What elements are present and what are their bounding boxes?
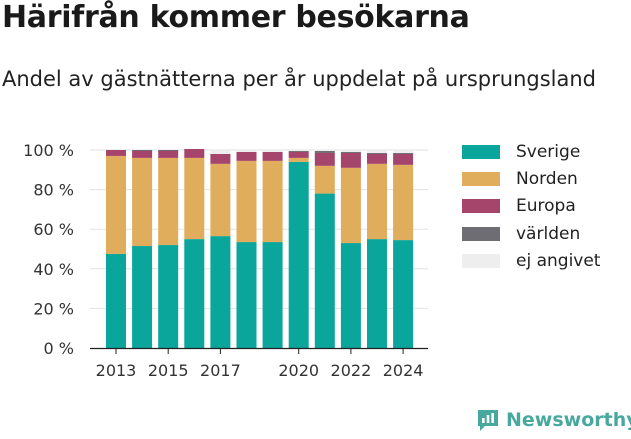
bar-segment bbox=[106, 155, 126, 254]
bar-segment bbox=[132, 150, 153, 158]
bar-segment bbox=[158, 157, 179, 246]
x-tick-label: 2022 bbox=[331, 361, 372, 380]
brand-name: Newsworthy bbox=[506, 409, 631, 431]
legend: Sverige Norden Europa världen ej angivet bbox=[462, 138, 600, 275]
bar-segment bbox=[393, 152, 414, 154]
legend-item: Europa bbox=[462, 193, 600, 220]
legend-swatch bbox=[462, 226, 500, 241]
bar-segment bbox=[393, 153, 414, 165]
bar-segment bbox=[236, 150, 257, 152]
bar-segment bbox=[288, 157, 309, 162]
bars bbox=[106, 149, 414, 348]
bar-segment bbox=[262, 151, 283, 161]
y-tick-label: 0 % bbox=[44, 339, 74, 358]
bar-segment bbox=[262, 150, 283, 152]
bar-segment bbox=[132, 157, 153, 247]
y-tick-label: 60 % bbox=[33, 220, 74, 239]
bar-segment bbox=[393, 150, 414, 153]
bar-segment bbox=[314, 152, 335, 166]
bar-segment bbox=[262, 242, 283, 348]
bar-segment bbox=[288, 151, 309, 158]
bar-segment bbox=[367, 150, 387, 153]
legend-item: Sverige bbox=[462, 138, 600, 165]
legend-swatch bbox=[462, 144, 500, 159]
bar-segment bbox=[132, 246, 153, 348]
bar-segment bbox=[314, 165, 335, 194]
bar-segment bbox=[314, 150, 335, 153]
legend-item: ej angivet bbox=[462, 248, 600, 275]
y-tick-label: 40 % bbox=[33, 260, 74, 279]
bar-segment bbox=[340, 152, 361, 168]
y-tick-label: 20 % bbox=[33, 299, 74, 318]
legend-swatch bbox=[462, 172, 500, 187]
bar-segment bbox=[184, 149, 205, 158]
bar-segment bbox=[288, 150, 309, 151]
bar-segment bbox=[158, 245, 179, 348]
bar-segment bbox=[236, 242, 257, 348]
legend-label: ej angivet bbox=[516, 251, 601, 272]
bar-segment bbox=[367, 153, 387, 164]
bar-segment bbox=[340, 150, 361, 152]
x-tick-label: 2013 bbox=[96, 361, 137, 380]
bar-segment bbox=[367, 239, 387, 348]
bar-segment bbox=[106, 150, 126, 156]
x-tick-label: 2024 bbox=[383, 361, 424, 380]
bar-segment bbox=[314, 193, 335, 348]
bar-segment bbox=[367, 152, 387, 154]
bar-segment bbox=[210, 163, 231, 237]
legend-swatch bbox=[462, 199, 500, 214]
x-tick-label: 2020 bbox=[278, 361, 319, 380]
y-tick-label: 100 % bbox=[23, 141, 74, 160]
bar-segment bbox=[184, 239, 205, 348]
bar-segment bbox=[158, 150, 179, 158]
legend-item: Norden bbox=[462, 165, 600, 192]
bar-segment bbox=[393, 164, 414, 241]
newsworthy-bar-chart-icon bbox=[478, 410, 498, 431]
bar-segment bbox=[340, 167, 361, 244]
bar-segment bbox=[262, 160, 283, 243]
bar-segment bbox=[288, 150, 309, 152]
legend-item: världen bbox=[462, 220, 600, 247]
bar-segment bbox=[210, 150, 231, 154]
chart-subtitle: Andel av gästnätterna per år uppdelat på… bbox=[2, 67, 596, 91]
y-tick-label: 80 % bbox=[33, 181, 74, 200]
bar-segment bbox=[288, 161, 309, 348]
x-tick-label: 2015 bbox=[148, 361, 189, 380]
bar-segment bbox=[158, 150, 179, 151]
bar-segment bbox=[210, 236, 231, 348]
chart-title: Härifrån kommer besökarna bbox=[2, 0, 470, 35]
bar-segment bbox=[210, 153, 231, 164]
bar-segment bbox=[236, 160, 257, 243]
bar-segment bbox=[340, 243, 361, 348]
bar-segment bbox=[184, 157, 205, 240]
bar-segment bbox=[393, 240, 414, 348]
bar-segment bbox=[314, 150, 335, 151]
legend-label: Norden bbox=[516, 169, 578, 190]
x-tick-label: 2017 bbox=[200, 361, 241, 380]
bar-segment bbox=[132, 150, 153, 151]
bar-segment bbox=[106, 253, 126, 348]
bar-segment bbox=[367, 163, 387, 240]
legend-label: Sverige bbox=[516, 141, 581, 162]
legend-label: världen bbox=[516, 223, 581, 244]
axes: 0 % 20 % 40 % 60 % 80 % 100 % 2013 2015 2017 2020… bbox=[23, 141, 428, 380]
bar-segment bbox=[236, 151, 257, 161]
brand-logo: Newsworthy bbox=[476, 408, 631, 432]
bar-segment bbox=[340, 151, 361, 153]
legend-swatch bbox=[462, 254, 500, 269]
legend-label: Europa bbox=[516, 196, 576, 217]
